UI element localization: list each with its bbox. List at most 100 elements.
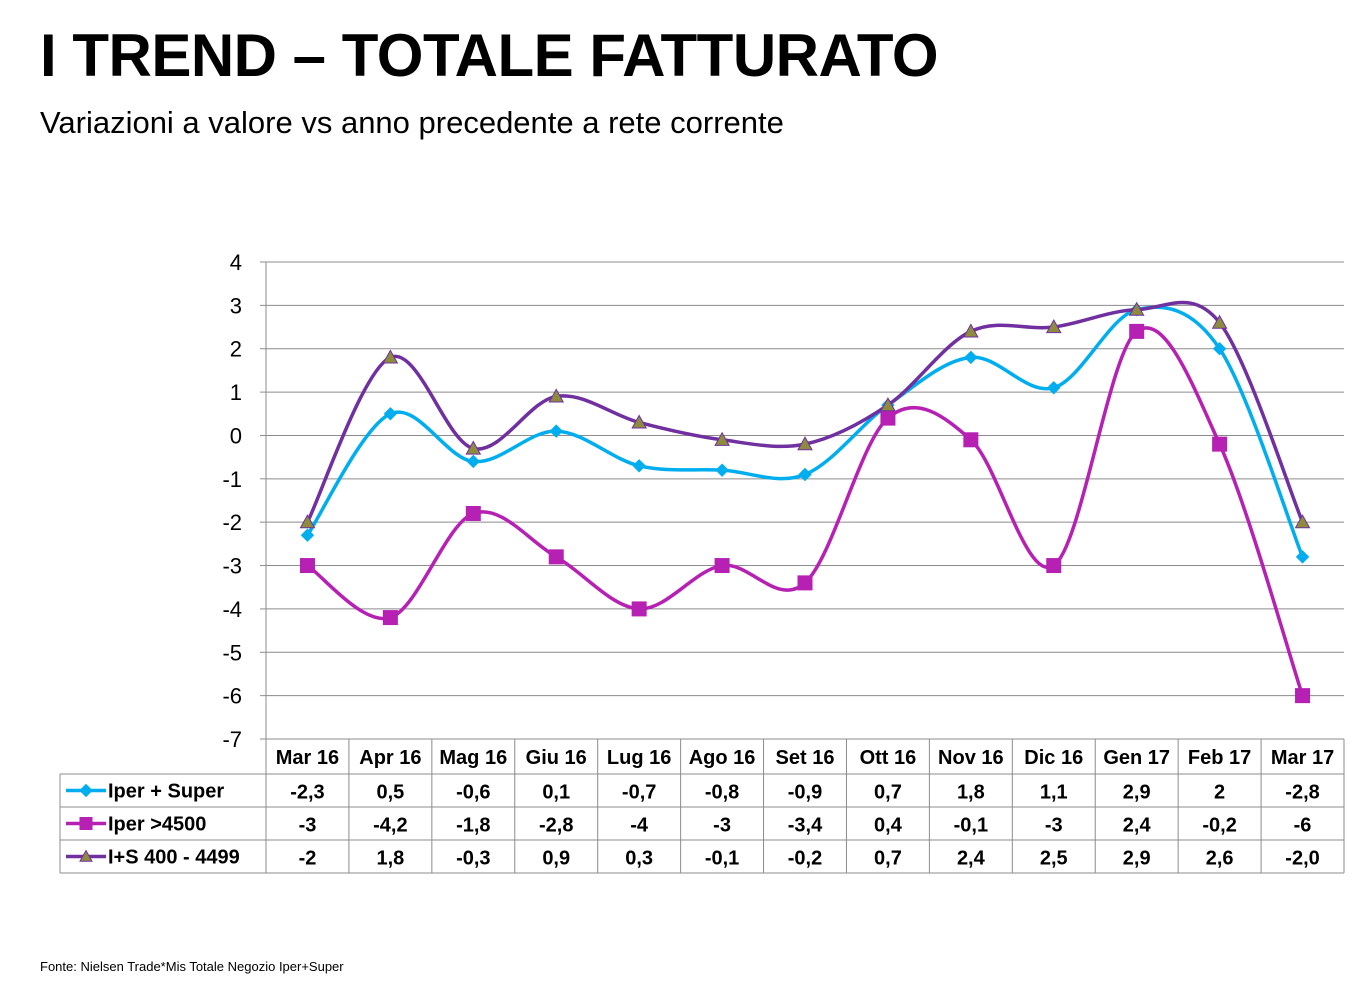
table-cell: 2,5 xyxy=(1040,848,1068,870)
data-point xyxy=(797,575,813,591)
data-point xyxy=(631,601,647,617)
y-tick-label: 4 xyxy=(230,250,242,275)
series-line xyxy=(306,305,1305,558)
table-cell: -2,8 xyxy=(539,815,573,837)
table-cell: 0,1 xyxy=(542,782,570,804)
data-point xyxy=(798,467,812,482)
data-point xyxy=(880,410,896,426)
data-point xyxy=(1295,688,1311,704)
y-tick-label: 3 xyxy=(230,293,242,318)
table-cell: 0,3 xyxy=(625,848,653,870)
x-tick-label: Nov 16 xyxy=(938,747,1004,769)
series-2 xyxy=(299,323,1311,704)
table-cell: 2,6 xyxy=(1206,848,1234,870)
table-cell: 0,4 xyxy=(874,815,903,837)
table-cell: 0,9 xyxy=(542,848,570,870)
table-cell: 2,4 xyxy=(957,848,986,870)
data-point xyxy=(714,431,730,446)
page-title: I TREND – TOTALE FATTURATO xyxy=(40,22,939,89)
table-cell: -3,4 xyxy=(788,815,823,837)
table-cell: 1,8 xyxy=(376,848,404,870)
legend-label: I+S 400 - 4499 xyxy=(108,847,240,869)
table-cell: -2,3 xyxy=(290,782,324,804)
table-cell: 0,7 xyxy=(874,848,902,870)
table-cell: -3 xyxy=(713,815,731,837)
legend-label: Iper >4500 xyxy=(108,814,206,836)
table-cell: 2,4 xyxy=(1123,815,1152,837)
data-point xyxy=(1047,381,1061,395)
table-cell: -0,3 xyxy=(456,848,490,870)
x-tick-label: Ago 16 xyxy=(689,747,756,769)
legend-label: Iper + Super xyxy=(108,781,224,803)
legend-marker xyxy=(79,817,93,830)
data-point xyxy=(548,549,564,565)
table-cell: -2,8 xyxy=(1285,782,1319,804)
table-cell: -6 xyxy=(1294,815,1312,837)
table-cell: -2 xyxy=(299,848,317,870)
table-cell: -0,1 xyxy=(705,848,739,870)
table-cell: -4,2 xyxy=(373,815,407,837)
legend-entry: Iper + Super xyxy=(66,781,224,803)
data-point xyxy=(300,528,315,542)
y-tick-label: -7 xyxy=(222,727,242,752)
series-3 xyxy=(299,300,1311,529)
table-cell: 1,8 xyxy=(957,782,985,804)
data-point xyxy=(962,323,979,338)
data-point xyxy=(631,414,648,429)
legend-entry: I+S 400 - 4499 xyxy=(66,847,240,869)
data-point xyxy=(715,463,729,477)
data-table: Mar 16 Apr 16 Mag 16 Giu 16 Lug 16 Ago 16 Set … xyxy=(59,738,1345,874)
table-cell: -0,7 xyxy=(622,782,656,804)
x-tick-label: Gen 17 xyxy=(1103,747,1170,769)
table-cell: -3 xyxy=(1045,815,1063,837)
data-point xyxy=(1212,436,1228,452)
data-point xyxy=(1045,319,1062,334)
table-cell: 2 xyxy=(1214,782,1225,804)
x-tick-label: Mar 16 xyxy=(276,747,339,769)
gridlines xyxy=(266,261,1344,740)
y-tick-label: -3 xyxy=(222,554,242,579)
data-point xyxy=(714,558,730,574)
y-tick-label: 1 xyxy=(230,380,242,405)
x-tick-label: Mag 16 xyxy=(439,747,507,769)
table-cell: -2,0 xyxy=(1285,848,1319,870)
table-cell: 0,5 xyxy=(376,782,404,804)
x-tick-label: Lug 16 xyxy=(607,747,671,769)
data-point xyxy=(1212,342,1227,356)
table-cell: 0,7 xyxy=(874,782,902,804)
series-1 xyxy=(300,302,1310,564)
table-cell: 1,1 xyxy=(1040,782,1068,804)
x-tick-label: Giu 16 xyxy=(526,747,587,769)
y-tick-label: -6 xyxy=(222,684,242,709)
x-tick-label: Dic 16 xyxy=(1024,747,1083,769)
data-point xyxy=(382,610,398,626)
y-tick-label: 0 xyxy=(230,423,242,448)
y-tick-label: -5 xyxy=(222,640,242,665)
table-cell: 2,9 xyxy=(1123,848,1151,870)
legend-marker xyxy=(79,783,93,798)
y-tick-label: -1 xyxy=(222,467,242,492)
series-line xyxy=(305,300,1305,523)
table-cell: -0,6 xyxy=(456,782,490,804)
data-point xyxy=(1128,301,1145,316)
table-cell: -0,1 xyxy=(954,815,988,837)
x-tick-label: Mar 17 xyxy=(1271,747,1334,769)
table-cell: -3 xyxy=(299,815,317,837)
data-point xyxy=(1046,558,1062,574)
series-line xyxy=(306,326,1305,697)
table-cell: -0,8 xyxy=(705,782,739,804)
table-cell: -0,2 xyxy=(1202,815,1236,837)
data-point xyxy=(1211,314,1228,329)
table-cell: 2,9 xyxy=(1123,782,1151,804)
table-cell: -0,2 xyxy=(788,848,822,870)
table-cell: -4 xyxy=(630,815,649,837)
x-tick-label: Feb 17 xyxy=(1188,747,1251,769)
data-point xyxy=(383,407,398,421)
data-point xyxy=(548,388,565,403)
data-point xyxy=(382,349,399,364)
table-cell: -0,9 xyxy=(788,782,822,804)
y-tick-label: 2 xyxy=(230,337,242,362)
data-point xyxy=(1295,550,1310,564)
data-point xyxy=(1294,514,1311,529)
